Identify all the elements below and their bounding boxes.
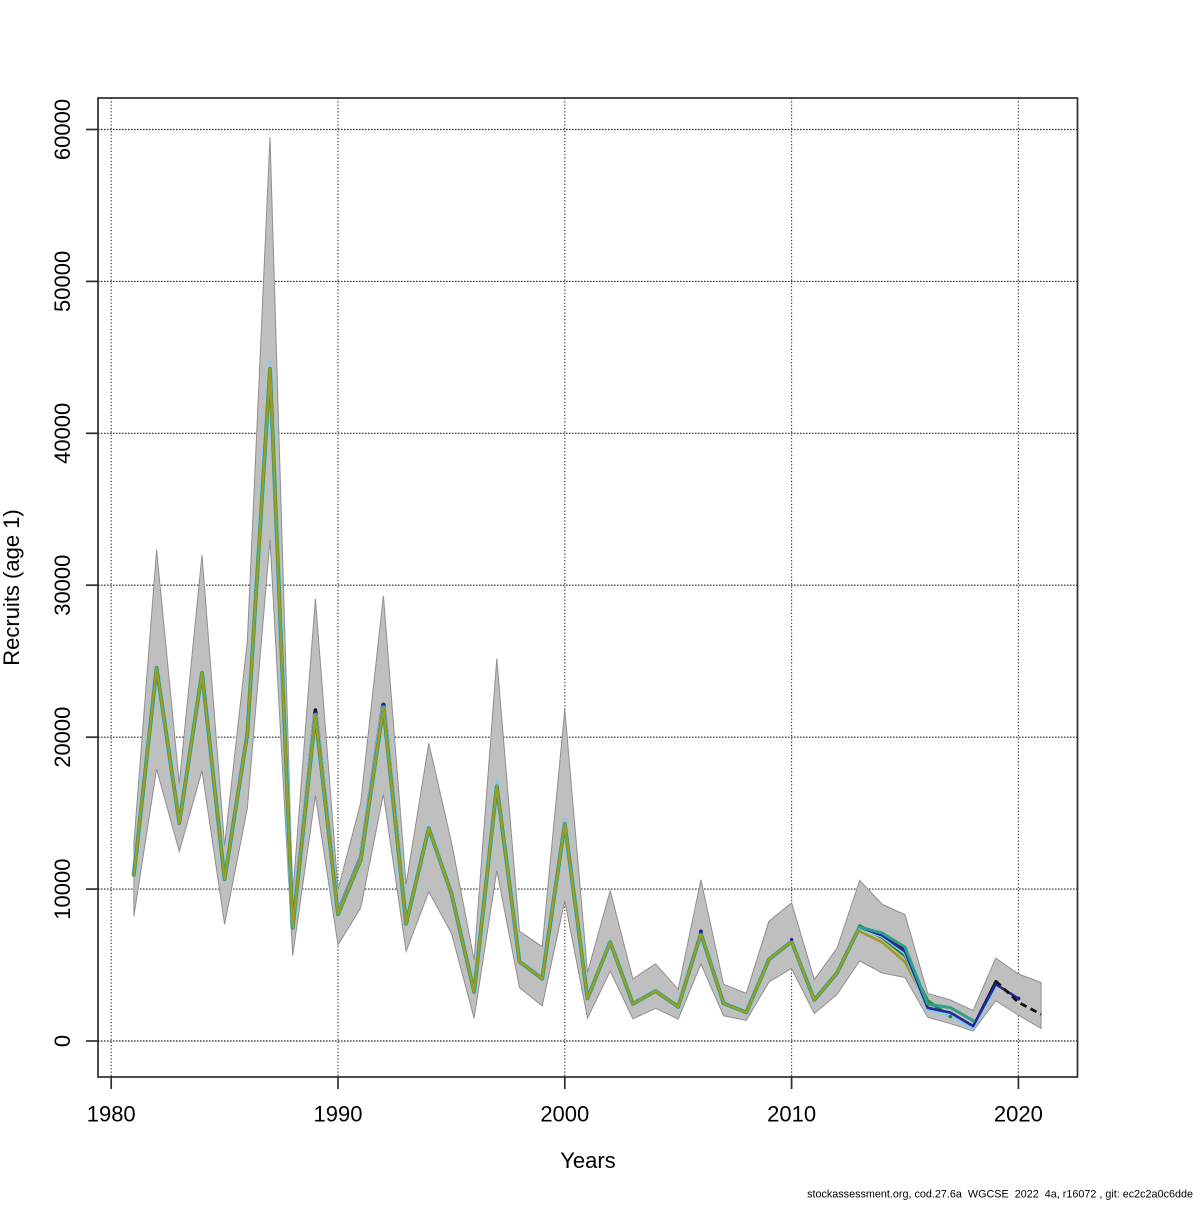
svg-text:10000: 10000 [50, 859, 75, 920]
svg-text:20000: 20000 [50, 707, 75, 768]
svg-text:2020: 2020 [994, 1102, 1043, 1127]
svg-text:2010: 2010 [767, 1102, 816, 1127]
svg-text:30000: 30000 [50, 555, 75, 616]
svg-text:40000: 40000 [50, 403, 75, 464]
svg-text:Recruits (age 1): Recruits (age 1) [0, 509, 24, 666]
svg-text:stockassessment.org, cod.27.6a: stockassessment.org, cod.27.6a WGCSE 202… [807, 1189, 1193, 1201]
svg-text:0: 0 [50, 1035, 75, 1047]
svg-text:50000: 50000 [50, 251, 75, 312]
svg-text:1980: 1980 [87, 1102, 136, 1127]
svg-text:1990: 1990 [314, 1102, 363, 1127]
svg-text:2000: 2000 [540, 1102, 589, 1127]
svg-text:Years: Years [560, 1148, 615, 1173]
svg-text:60000: 60000 [50, 99, 75, 160]
